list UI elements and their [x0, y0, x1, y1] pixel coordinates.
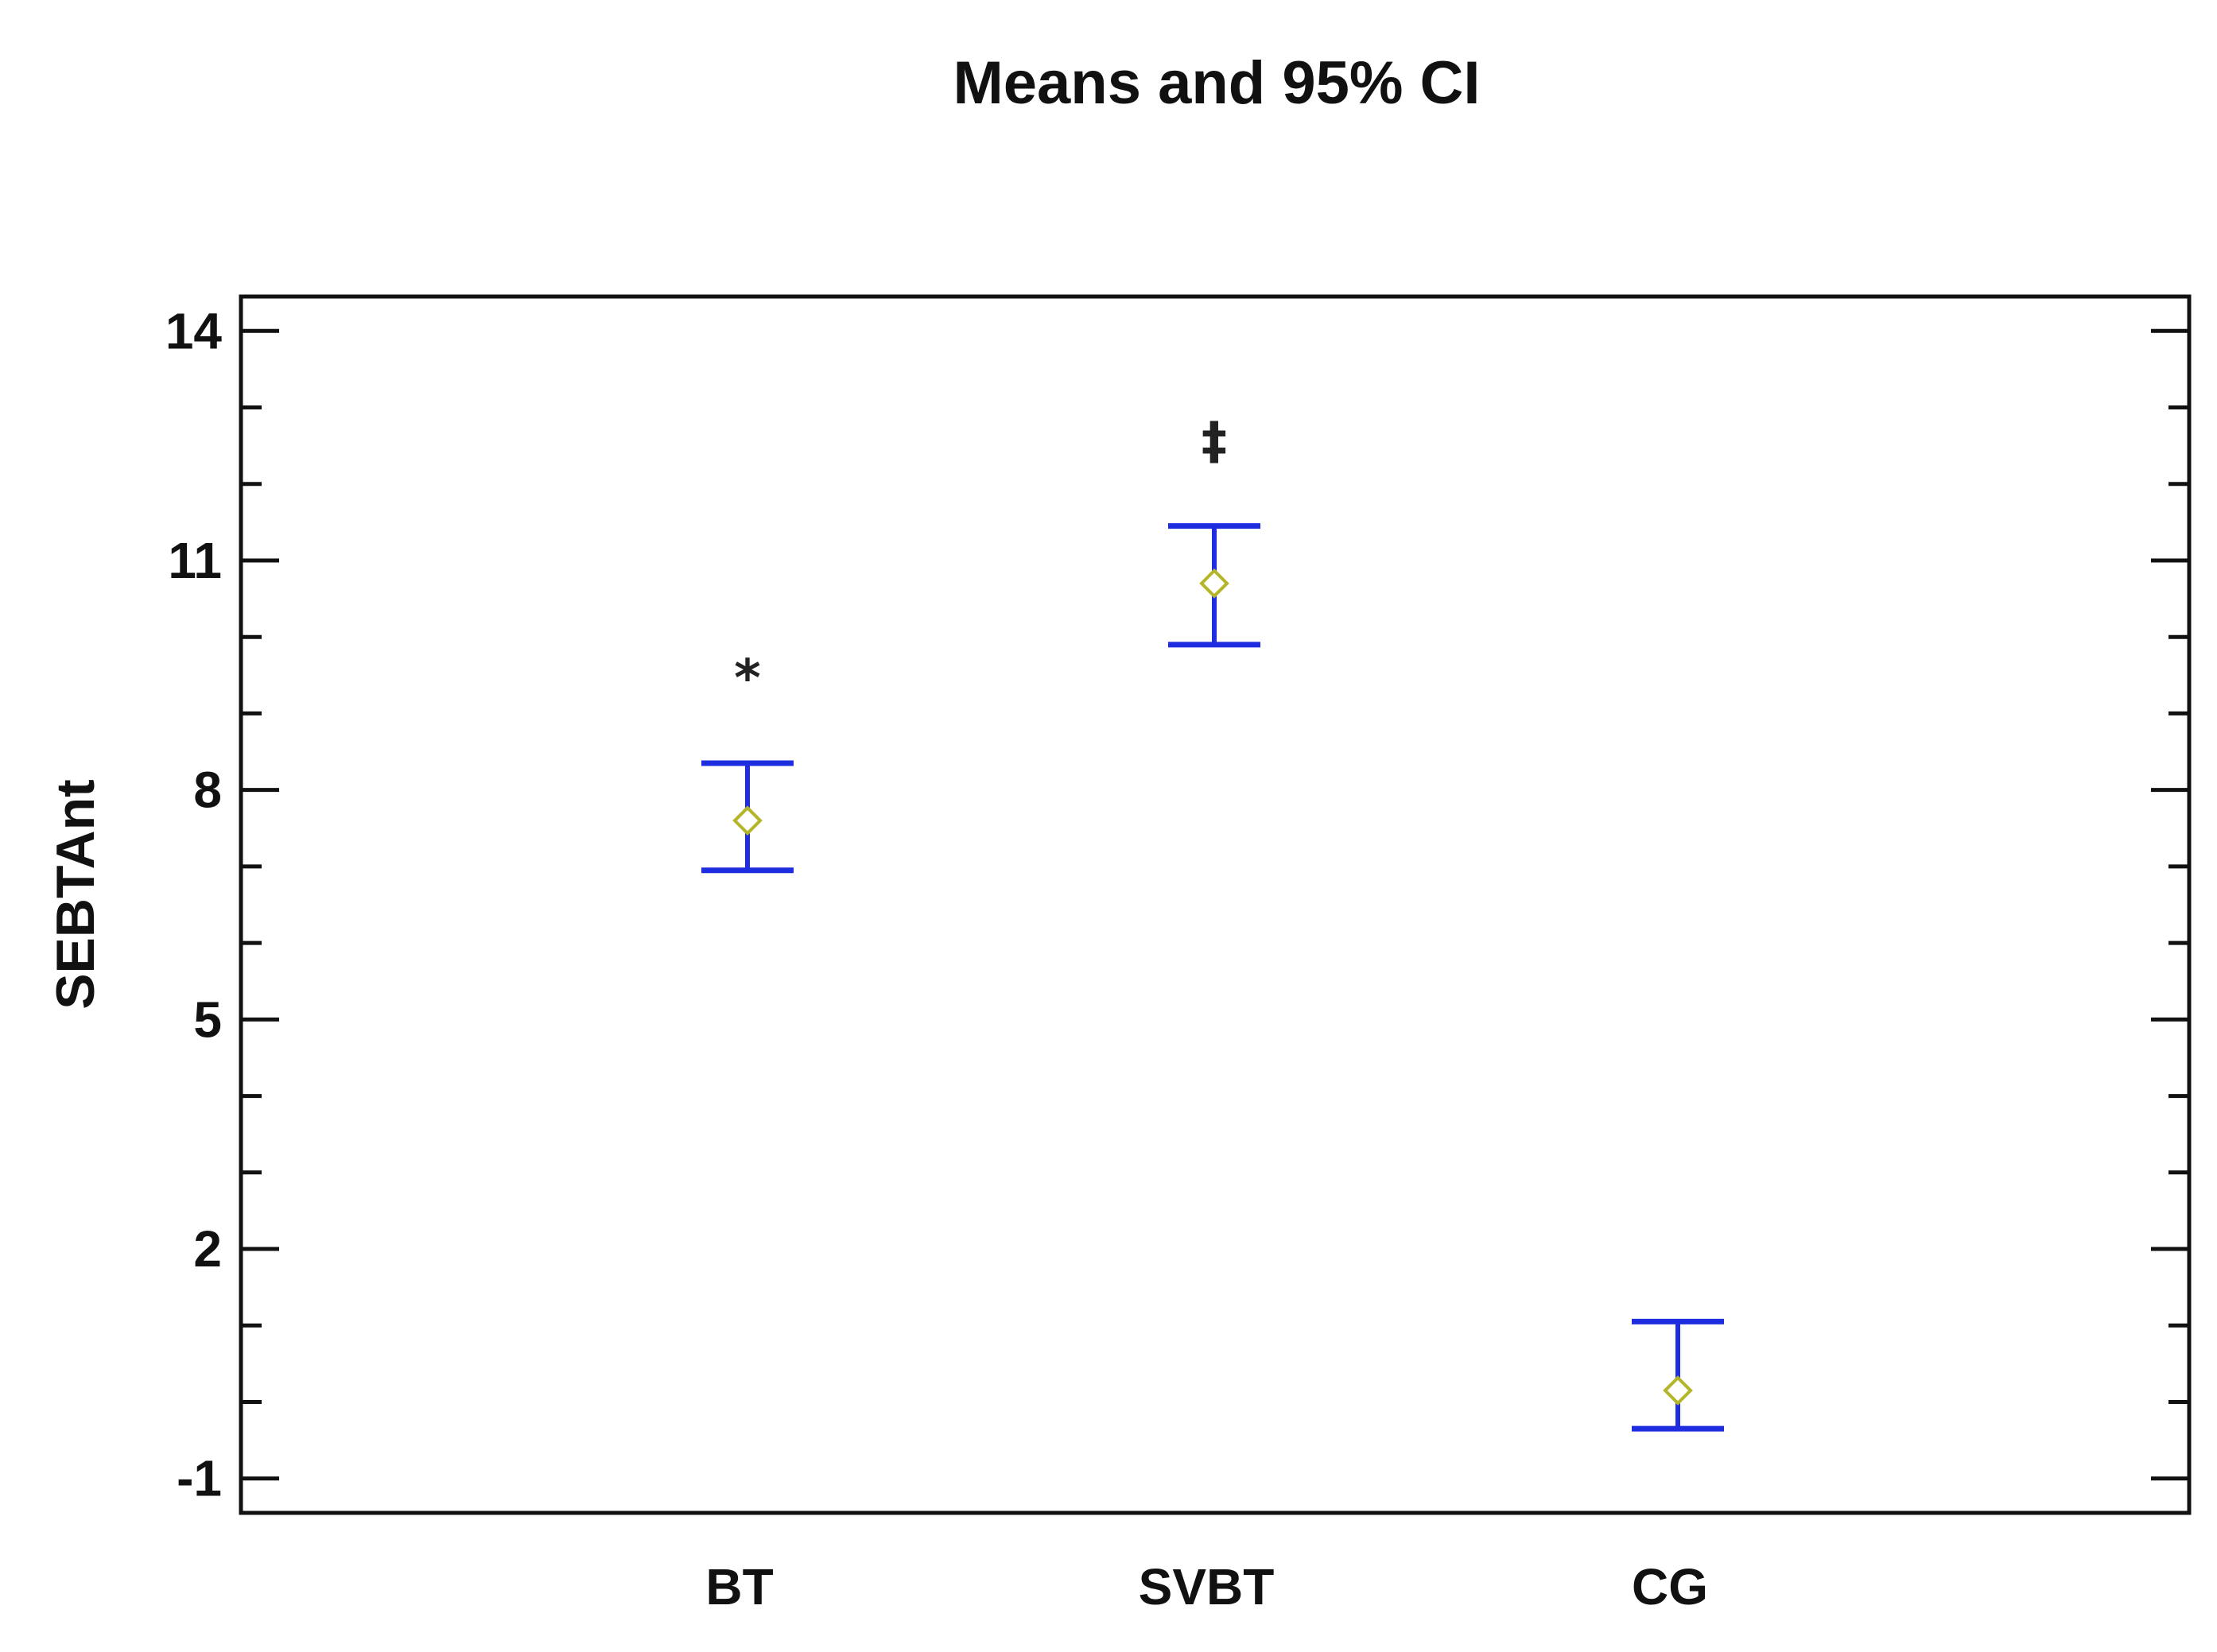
chart-title: Means and 95% CI [953, 49, 1480, 117]
x-tick-label: CG [1632, 1558, 1708, 1615]
mean-marker-svbt [1199, 568, 1229, 599]
x-tick-label: BT [705, 1558, 773, 1615]
tick-labels: 14 11 8 5 2 -1 BT SVBT CG [165, 302, 1708, 1615]
axis-ticks [241, 328, 2189, 1481]
significance-marker-bt: * [734, 650, 760, 708]
y-tick-label: -1 [177, 1450, 222, 1507]
plot-frame [239, 294, 2192, 1515]
y-axis-label: SEBTAnt [45, 779, 106, 1010]
error-bar-svbt [1168, 523, 1260, 648]
x-tick-label: SVBT [1139, 1558, 1275, 1615]
error-bar-bt [701, 760, 794, 874]
mean-marker-cg [1663, 1375, 1693, 1406]
error-bar-cg [1632, 1318, 1724, 1432]
y-tick-label: 8 [193, 762, 222, 819]
data-marks: *‡ [701, 413, 1724, 1432]
y-tick-label: 11 [168, 532, 222, 589]
significance-marker-svbt: ‡ [1202, 413, 1227, 471]
y-tick-label: 14 [165, 302, 223, 359]
mean-marker-bt [732, 805, 763, 836]
y-tick-label: 2 [193, 1220, 222, 1278]
y-tick-label: 5 [193, 991, 222, 1048]
